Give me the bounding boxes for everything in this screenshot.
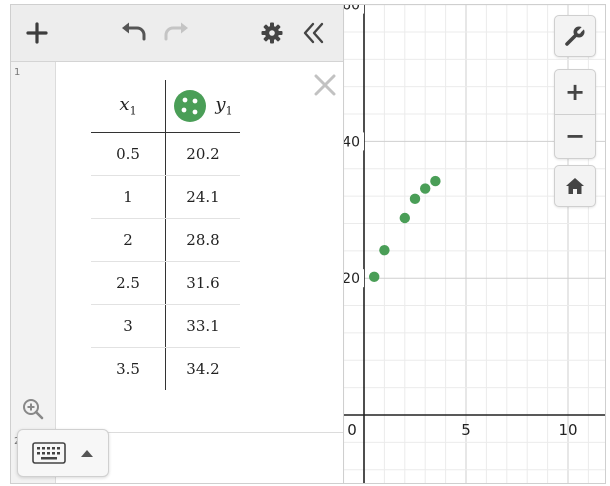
y-cell[interactable]: 31.6 [165, 261, 240, 305]
data-point[interactable] [409, 193, 421, 205]
tick-label-bg [344, 5, 364, 14]
x-cell[interactable]: 1 [91, 175, 166, 219]
expression-divider [56, 432, 343, 433]
double-chevron-left-icon [303, 22, 324, 44]
expression-number: 1 [14, 67, 21, 78]
zoom-in-icon [23, 399, 44, 420]
data-point[interactable] [420, 183, 431, 194]
close-icon [314, 74, 336, 96]
y-tick-label: 60 [344, 5, 360, 14]
table-row: 0.5 20.2 [91, 132, 240, 176]
x-cell[interactable]: 3.5 [91, 347, 166, 390]
graph-canvas[interactable]: 0 5 10 20 40 60 [344, 5, 605, 483]
graph-paper[interactable]: 0 5 10 20 40 60 + − [344, 5, 605, 483]
undo-button[interactable] [116, 15, 152, 51]
data-table: x1 y1 [91, 80, 240, 390]
caret-up-icon [81, 450, 93, 457]
undo-icon [122, 22, 146, 41]
y-tick-label: 20 [344, 271, 360, 287]
y-cell[interactable]: 34.2 [186, 360, 220, 378]
add-expression-button[interactable] [19, 15, 55, 51]
data-point[interactable] [399, 212, 410, 224]
y-cell[interactable]: 28.8 [165, 218, 240, 262]
y-cell[interactable]: 33.1 [165, 304, 240, 348]
wrench-icon [565, 25, 586, 46]
zoom-in-button[interactable]: + [555, 70, 595, 114]
table-row: 3.5 34.2 [91, 347, 240, 390]
keyboard-toggle-button[interactable] [17, 429, 109, 477]
data-point[interactable] [369, 271, 380, 283]
table-row: 2 28.8 [91, 218, 240, 262]
zoom-fit-button[interactable] [21, 397, 45, 421]
gear-icon [261, 22, 283, 44]
column-var: y [215, 94, 226, 116]
point-style-icon[interactable] [173, 89, 207, 123]
column-header-y[interactable]: y1 [165, 80, 240, 133]
zoom-out-button[interactable]: − [555, 114, 595, 158]
column-sub: 1 [129, 104, 137, 118]
x-cell[interactable]: 3 [91, 304, 166, 348]
plus-icon [26, 22, 48, 44]
redo-icon [164, 22, 188, 41]
table-row: 3 33.1 [91, 304, 240, 348]
home-icon [566, 178, 584, 194]
column-sub: 1 [225, 104, 233, 118]
expression-panel: 1 2 x1 [11, 5, 344, 483]
zoom-controls: + − [554, 69, 596, 159]
column-header-x[interactable]: x1 [91, 80, 166, 133]
x-tick-label: 5 [461, 421, 471, 439]
tick-label-bg [344, 132, 364, 151]
data-point[interactable] [379, 244, 390, 256]
y-cell[interactable]: 24.1 [165, 175, 240, 219]
default-view-button[interactable] [554, 165, 596, 207]
zoom-in-label: + [564, 78, 586, 106]
tick-label-bg [344, 269, 364, 288]
graph-settings-button[interactable] [554, 15, 596, 57]
x-tick-label: 10 [558, 421, 577, 439]
table-row: 2.5 31.6 [91, 261, 240, 305]
calculator-frame: 1 2 x1 [10, 4, 606, 484]
table-expression[interactable]: x1 y1 [56, 62, 343, 432]
y-tick-label: 40 [344, 134, 360, 150]
x-tick-label: 0 [347, 421, 357, 439]
zoom-out-label: − [564, 122, 586, 150]
zoom-divider [555, 114, 595, 115]
x-cell[interactable]: 2 [91, 218, 166, 262]
expression-toolbar [11, 5, 343, 62]
keyboard-icon [32, 442, 66, 464]
data-point[interactable] [430, 175, 441, 187]
table-header-row: x1 y1 [91, 80, 240, 133]
delete-expression-button[interactable] [310, 70, 340, 100]
table-row: 1 24.1 [91, 175, 240, 219]
x-cell[interactable]: 2.5 [91, 261, 166, 305]
redo-button[interactable] [158, 15, 194, 51]
settings-button[interactable] [254, 15, 290, 51]
column-var: x [119, 94, 130, 116]
x-cell[interactable]: 0.5 [91, 132, 166, 176]
collapse-panel-button[interactable] [296, 15, 332, 51]
y-cell[interactable]: 20.2 [165, 132, 240, 176]
